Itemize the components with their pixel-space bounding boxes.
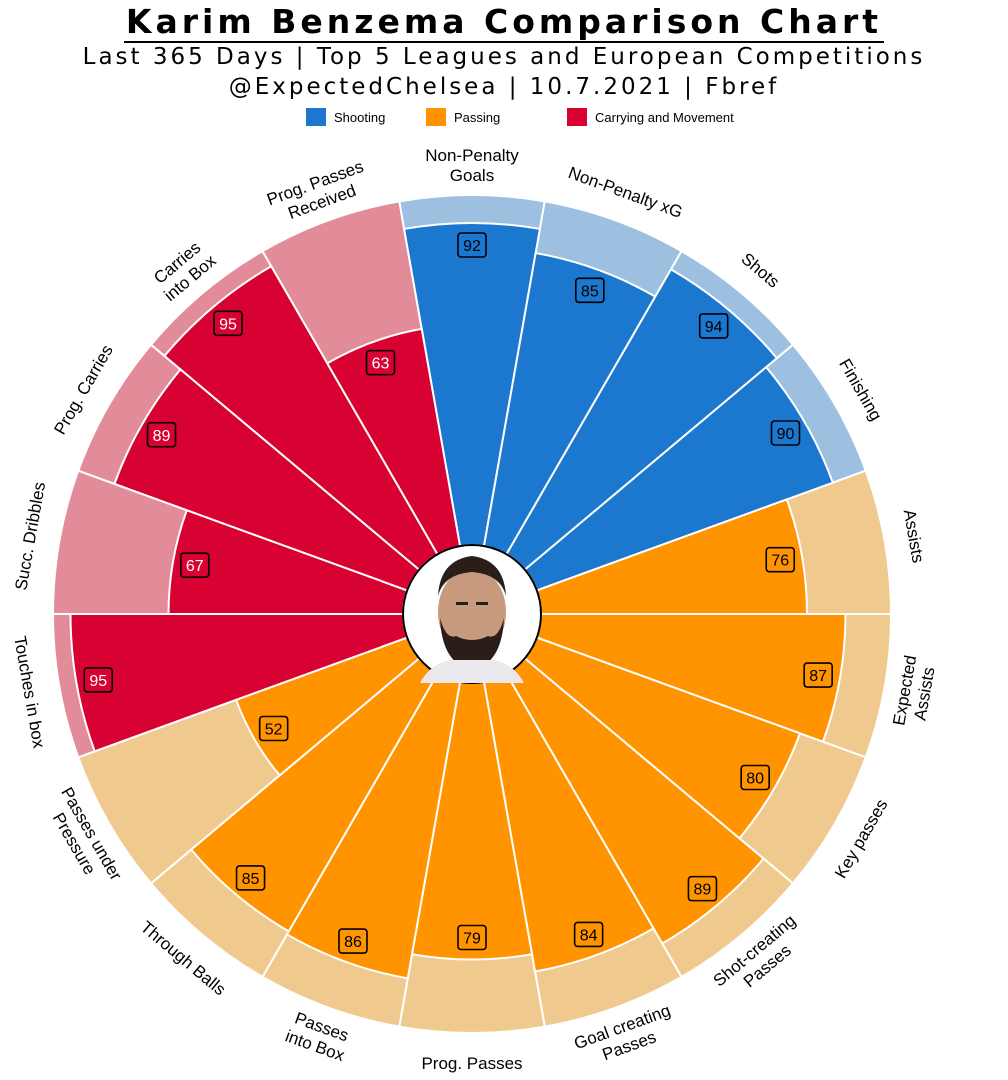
value-label-touches-in-box: 95 bbox=[89, 673, 107, 690]
legend-label-passing: Passing bbox=[454, 109, 501, 125]
value-badge-assists: 76 bbox=[765, 546, 796, 573]
center-photo bbox=[402, 544, 542, 684]
value-label-non-penalty-xg: 85 bbox=[581, 283, 599, 300]
slice-label-non-penalty-goals: Non-Penalty Goals bbox=[425, 146, 519, 185]
value-badge-expected-assists: 87 bbox=[803, 662, 833, 688]
value-badge-box-non-penalty-xg bbox=[575, 277, 605, 304]
value-badge-through-balls: 85 bbox=[235, 865, 266, 891]
legend-swatch-passing bbox=[426, 108, 446, 126]
slice-label-passes-into-box: Passesinto Box bbox=[283, 1008, 355, 1066]
value-badge-succ-dribbles: 67 bbox=[179, 552, 210, 578]
legend-label-shooting: Shooting bbox=[334, 109, 386, 125]
value-badge-carries-into-box: 95 bbox=[213, 310, 243, 337]
value-badge-passes-into-box: 86 bbox=[338, 928, 368, 954]
value-badge-box-key-passes bbox=[740, 764, 770, 791]
value-badge-finishing: 90 bbox=[770, 420, 801, 446]
value-label-assists: 76 bbox=[771, 553, 789, 570]
value-badge-box-shot-creating-passes bbox=[687, 875, 718, 902]
value-label-passes-under-pressure: 52 bbox=[265, 722, 283, 739]
value-label-expected-assists: 87 bbox=[809, 668, 827, 685]
value-badge-box-finishing bbox=[770, 420, 801, 446]
value-label-carries-into-box: 95 bbox=[219, 316, 237, 333]
value-badge-goal-creating-passes: 84 bbox=[573, 921, 604, 948]
value-label-prog-carries: 89 bbox=[153, 428, 171, 445]
legend-item-carrying: Carrying and Movement bbox=[567, 106, 734, 128]
slice-label-expected-assists: ExpectedAssists bbox=[889, 654, 940, 731]
value-badge-prog-carries: 89 bbox=[146, 421, 177, 448]
legend-item-shooting: Shooting bbox=[306, 106, 385, 128]
slice-label-shots: Shots bbox=[738, 249, 784, 292]
value-label-shots: 94 bbox=[705, 319, 723, 336]
value-badge-box-expected-assists bbox=[803, 662, 833, 688]
chart-subtitle-credit: @ExpectedChelsea | 10.7.2021 | Fbref bbox=[228, 74, 780, 100]
legend: Shooting Passing Carrying and Movement bbox=[0, 106, 1008, 128]
value-badge-box-goal-creating-passes bbox=[573, 921, 604, 948]
value-badges: 92 85 94 90 76 87 80 89 84 79 86 85 52 95 67 89 95 63 bbox=[83, 232, 833, 954]
value-badge-box-prog-passes-received bbox=[365, 349, 396, 376]
value-badge-box-shots bbox=[698, 313, 729, 339]
value-label-passes-into-box: 86 bbox=[344, 934, 362, 951]
slice-label-touches-in-box: Touches in box bbox=[10, 635, 48, 750]
value-badge-box-touches-in-box bbox=[83, 667, 114, 693]
slice-label-finishing: Finishing bbox=[835, 356, 885, 424]
value-badge-box-assists bbox=[765, 546, 796, 573]
legend-swatch-carrying bbox=[567, 108, 587, 126]
value-label-key-passes: 80 bbox=[746, 771, 764, 788]
chart-title: Karim Benzema Comparison Chart bbox=[0, 2, 1008, 43]
chart-subtitle-scope: Last 365 Days | Top 5 Leagues and Europe… bbox=[82, 44, 926, 70]
value-label-non-penalty-goals: 92 bbox=[463, 238, 481, 255]
value-badge-shots: 94 bbox=[698, 313, 729, 339]
slice-label-prog-passes: Prog. Passes bbox=[421, 1054, 522, 1073]
value-badge-box-non-penalty-goals bbox=[457, 232, 487, 258]
value-badge-box-passes-under-pressure bbox=[258, 715, 289, 742]
value-badge-prog-passes: 79 bbox=[457, 924, 487, 951]
value-badge-box-prog-passes bbox=[457, 924, 487, 951]
value-label-prog-passes-received: 63 bbox=[372, 356, 390, 373]
value-label-finishing: 90 bbox=[777, 426, 795, 443]
value-badge-box-prog-carries bbox=[146, 421, 177, 448]
value-label-succ-dribbles: 67 bbox=[186, 558, 204, 575]
value-badge-prog-passes-received: 63 bbox=[365, 349, 396, 376]
value-badge-box-passes-into-box bbox=[338, 928, 368, 954]
value-badge-box-succ-dribbles bbox=[179, 552, 210, 578]
value-label-through-balls: 85 bbox=[242, 871, 260, 888]
value-badge-non-penalty-goals: 92 bbox=[457, 232, 487, 258]
value-badge-shot-creating-passes: 89 bbox=[687, 875, 718, 902]
value-badge-key-passes: 80 bbox=[740, 764, 770, 791]
slice-label-succ-dribbles: Succ. Dribbles bbox=[11, 480, 49, 591]
slice-label-assists: Assists bbox=[900, 508, 928, 564]
value-label-shot-creating-passes: 89 bbox=[694, 882, 712, 899]
legend-label-carrying: Carrying and Movement bbox=[595, 109, 734, 125]
legend-swatch-shooting bbox=[306, 108, 326, 126]
value-badge-touches-in-box: 95 bbox=[83, 667, 114, 693]
value-badge-passes-under-pressure: 52 bbox=[258, 715, 289, 742]
value-badge-box-through-balls bbox=[235, 865, 266, 891]
value-badge-non-penalty-xg: 85 bbox=[575, 277, 605, 304]
chart-title-text: Karim Benzema Comparison Chart bbox=[123, 2, 885, 43]
player-photo-icon bbox=[420, 556, 524, 683]
legend-item-passing: Passing bbox=[426, 106, 500, 128]
value-label-goal-creating-passes: 84 bbox=[580, 927, 598, 944]
value-label-prog-passes: 79 bbox=[463, 931, 481, 948]
value-badge-box-carries-into-box bbox=[213, 310, 243, 337]
